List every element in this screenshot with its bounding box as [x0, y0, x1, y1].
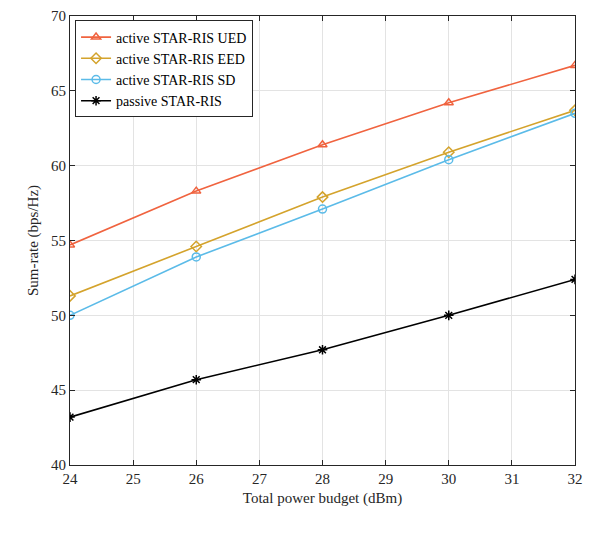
svg-text:24: 24	[63, 471, 79, 487]
svg-text:45: 45	[51, 382, 66, 398]
svg-text:active STAR-RIS SD: active STAR-RIS SD	[116, 73, 235, 88]
svg-text:40: 40	[51, 457, 66, 473]
svg-text:26: 26	[189, 471, 205, 487]
svg-text:active STAR-RIS UED: active STAR-RIS UED	[116, 31, 246, 46]
svg-text:28: 28	[315, 471, 330, 487]
svg-text:70: 70	[51, 8, 66, 24]
svg-text:50: 50	[51, 308, 66, 324]
svg-text:27: 27	[252, 471, 268, 487]
svg-text:25: 25	[126, 471, 141, 487]
svg-text:30: 30	[441, 471, 456, 487]
svg-text:29: 29	[378, 471, 393, 487]
svg-text:Total power budget (dBm): Total power budget (dBm)	[243, 490, 402, 507]
svg-text:55: 55	[51, 233, 66, 249]
svg-text:31: 31	[504, 471, 519, 487]
svg-text:32: 32	[568, 471, 583, 487]
svg-text:60: 60	[51, 158, 66, 174]
svg-text:active STAR-RIS EED: active STAR-RIS EED	[116, 52, 245, 67]
svg-text:passive STAR-RIS: passive STAR-RIS	[116, 94, 222, 109]
svg-text:65: 65	[51, 83, 66, 99]
svg-text:Sum-rate (bps/Hz): Sum-rate (bps/Hz)	[25, 185, 42, 296]
